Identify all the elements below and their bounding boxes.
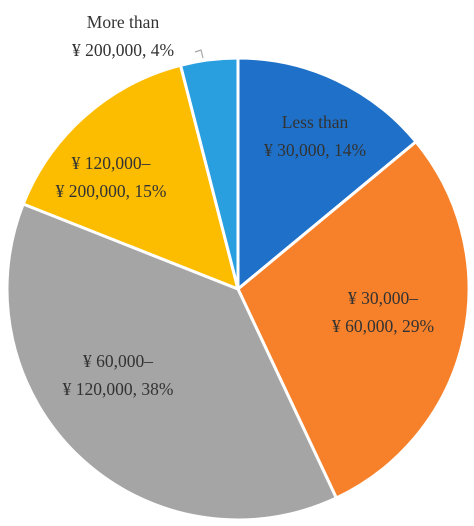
slice-label-1-line1: Less than xyxy=(282,112,349,132)
slice-label-2-line2: ¥ 60,000, 29% xyxy=(332,316,434,336)
slice-label-3-line1: ¥ 60,000– xyxy=(83,351,153,371)
slice-label-3-line2: ¥ 120,000, 38% xyxy=(63,379,174,399)
pie-slices xyxy=(5,56,471,522)
slice-label-5-line1: More than xyxy=(87,12,160,32)
slice-labels: Less than ¥ 30,000, 14% ¥ 30,000– ¥ 60,000,… xyxy=(56,12,434,399)
pie-slice-4 xyxy=(21,63,241,292)
slice-label-5-line2: ¥ 200,000, 4% xyxy=(72,40,174,60)
slice-label-4-line1: ¥ 120,000– xyxy=(72,153,151,173)
slice-label-2-line1: ¥ 30,000– xyxy=(348,288,418,308)
leader-line-slice-5 xyxy=(194,49,204,59)
pie-slice-3 xyxy=(5,202,339,522)
pie-slice-1 xyxy=(236,56,419,293)
leader-lines xyxy=(194,49,204,59)
slice-label-1-line2: ¥ 30,000, 14% xyxy=(264,140,366,160)
pie-slice-5 xyxy=(178,56,240,290)
slice-label-4-line2: ¥ 200,000, 15% xyxy=(56,181,167,201)
